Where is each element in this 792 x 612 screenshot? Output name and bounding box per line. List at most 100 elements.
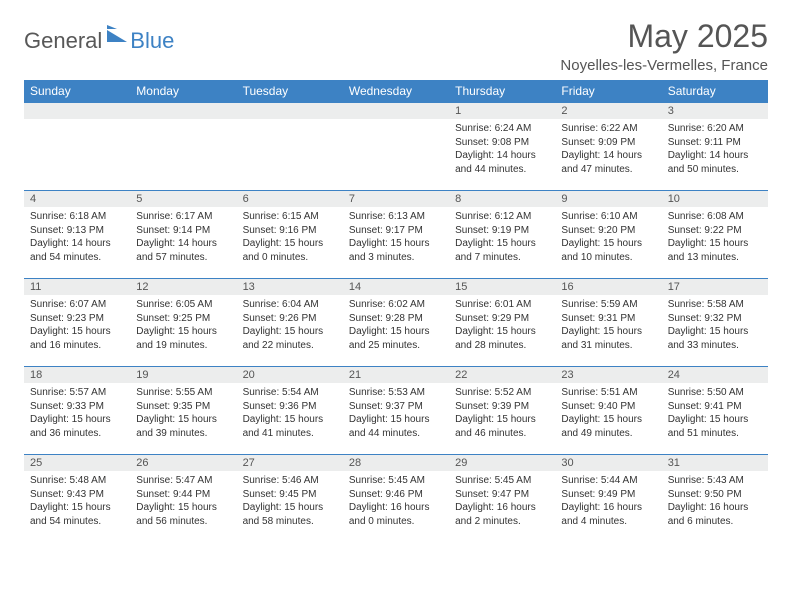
day-info: Sunrise: 6:24 AMSunset: 9:08 PMDaylight:… <box>449 119 555 180</box>
calendar-day-cell: 26Sunrise: 5:47 AMSunset: 9:44 PMDayligh… <box>130 454 236 542</box>
day-info: Sunrise: 6:10 AMSunset: 9:20 PMDaylight:… <box>555 207 661 268</box>
title-block: May 2025 Noyelles-les-Vermelles, France <box>560 18 768 74</box>
day-number: 27 <box>237 454 343 471</box>
calendar-day-cell: 23Sunrise: 5:51 AMSunset: 9:40 PMDayligh… <box>555 366 661 454</box>
calendar-day-cell: 5Sunrise: 6:17 AMSunset: 9:14 PMDaylight… <box>130 190 236 278</box>
day-number: 7 <box>343 190 449 207</box>
calendar-day-cell: 21Sunrise: 5:53 AMSunset: 9:37 PMDayligh… <box>343 366 449 454</box>
day-info: Sunrise: 6:12 AMSunset: 9:19 PMDaylight:… <box>449 207 555 268</box>
logo-flag-icon <box>106 25 128 48</box>
month-title: May 2025 <box>560 18 768 55</box>
calendar-day-cell <box>130 102 236 190</box>
day-number: 12 <box>130 278 236 295</box>
day-info: Sunrise: 5:58 AMSunset: 9:32 PMDaylight:… <box>662 295 768 356</box>
day-number: 22 <box>449 366 555 383</box>
day-number: 23 <box>555 366 661 383</box>
calendar-body: 1Sunrise: 6:24 AMSunset: 9:08 PMDaylight… <box>24 102 768 542</box>
day-info: Sunrise: 6:15 AMSunset: 9:16 PMDaylight:… <box>237 207 343 268</box>
day-number: 4 <box>24 190 130 207</box>
day-info: Sunrise: 5:55 AMSunset: 9:35 PMDaylight:… <box>130 383 236 444</box>
day-info: Sunrise: 6:08 AMSunset: 9:22 PMDaylight:… <box>662 207 768 268</box>
day-info: Sunrise: 5:46 AMSunset: 9:45 PMDaylight:… <box>237 471 343 532</box>
calendar-day-cell: 19Sunrise: 5:55 AMSunset: 9:35 PMDayligh… <box>130 366 236 454</box>
day-info: Sunrise: 6:04 AMSunset: 9:26 PMDaylight:… <box>237 295 343 356</box>
calendar-day-cell: 6Sunrise: 6:15 AMSunset: 9:16 PMDaylight… <box>237 190 343 278</box>
day-number: 11 <box>24 278 130 295</box>
weekday-header: Friday <box>555 80 661 102</box>
day-number-empty <box>237 102 343 119</box>
calendar-day-cell: 24Sunrise: 5:50 AMSunset: 9:41 PMDayligh… <box>662 366 768 454</box>
day-number: 2 <box>555 102 661 119</box>
day-number-empty <box>130 102 236 119</box>
calendar-day-cell: 11Sunrise: 6:07 AMSunset: 9:23 PMDayligh… <box>24 278 130 366</box>
calendar-day-cell: 20Sunrise: 5:54 AMSunset: 9:36 PMDayligh… <box>237 366 343 454</box>
day-number: 18 <box>24 366 130 383</box>
day-number: 13 <box>237 278 343 295</box>
day-number: 15 <box>449 278 555 295</box>
day-number: 8 <box>449 190 555 207</box>
day-info: Sunrise: 5:50 AMSunset: 9:41 PMDaylight:… <box>662 383 768 444</box>
day-info: Sunrise: 6:02 AMSunset: 9:28 PMDaylight:… <box>343 295 449 356</box>
calendar-day-cell: 12Sunrise: 6:05 AMSunset: 9:25 PMDayligh… <box>130 278 236 366</box>
calendar-day-cell: 16Sunrise: 5:59 AMSunset: 9:31 PMDayligh… <box>555 278 661 366</box>
day-number: 17 <box>662 278 768 295</box>
calendar-day-cell: 10Sunrise: 6:08 AMSunset: 9:22 PMDayligh… <box>662 190 768 278</box>
calendar-day-cell <box>237 102 343 190</box>
day-number: 24 <box>662 366 768 383</box>
calendar-day-cell: 31Sunrise: 5:43 AMSunset: 9:50 PMDayligh… <box>662 454 768 542</box>
calendar-day-cell: 4Sunrise: 6:18 AMSunset: 9:13 PMDaylight… <box>24 190 130 278</box>
day-info: Sunrise: 5:53 AMSunset: 9:37 PMDaylight:… <box>343 383 449 444</box>
calendar-week-row: 25Sunrise: 5:48 AMSunset: 9:43 PMDayligh… <box>24 454 768 542</box>
day-info: Sunrise: 6:05 AMSunset: 9:25 PMDaylight:… <box>130 295 236 356</box>
day-info: Sunrise: 6:17 AMSunset: 9:14 PMDaylight:… <box>130 207 236 268</box>
day-number: 28 <box>343 454 449 471</box>
day-number-empty <box>24 102 130 119</box>
calendar-day-cell: 30Sunrise: 5:44 AMSunset: 9:49 PMDayligh… <box>555 454 661 542</box>
day-info: Sunrise: 5:54 AMSunset: 9:36 PMDaylight:… <box>237 383 343 444</box>
day-info: Sunrise: 6:22 AMSunset: 9:09 PMDaylight:… <box>555 119 661 180</box>
day-number: 19 <box>130 366 236 383</box>
day-info: Sunrise: 5:51 AMSunset: 9:40 PMDaylight:… <box>555 383 661 444</box>
day-info: Sunrise: 6:01 AMSunset: 9:29 PMDaylight:… <box>449 295 555 356</box>
day-info: Sunrise: 6:18 AMSunset: 9:13 PMDaylight:… <box>24 207 130 268</box>
day-number: 20 <box>237 366 343 383</box>
day-number: 10 <box>662 190 768 207</box>
day-number: 14 <box>343 278 449 295</box>
day-number: 21 <box>343 366 449 383</box>
calendar-day-cell: 15Sunrise: 6:01 AMSunset: 9:29 PMDayligh… <box>449 278 555 366</box>
day-number: 30 <box>555 454 661 471</box>
calendar-week-row: 1Sunrise: 6:24 AMSunset: 9:08 PMDaylight… <box>24 102 768 190</box>
calendar-day-cell: 17Sunrise: 5:58 AMSunset: 9:32 PMDayligh… <box>662 278 768 366</box>
day-info: Sunrise: 6:13 AMSunset: 9:17 PMDaylight:… <box>343 207 449 268</box>
calendar-table: SundayMondayTuesdayWednesdayThursdayFrid… <box>24 80 768 542</box>
weekday-header: Monday <box>130 80 236 102</box>
logo: General Blue <box>24 18 174 54</box>
day-info: Sunrise: 5:43 AMSunset: 9:50 PMDaylight:… <box>662 471 768 532</box>
calendar-day-cell: 3Sunrise: 6:20 AMSunset: 9:11 PMDaylight… <box>662 102 768 190</box>
header: General Blue May 2025 Noyelles-les-Verme… <box>24 18 768 74</box>
calendar-week-row: 11Sunrise: 6:07 AMSunset: 9:23 PMDayligh… <box>24 278 768 366</box>
day-number-empty <box>343 102 449 119</box>
day-number: 1 <box>449 102 555 119</box>
weekday-header: Tuesday <box>237 80 343 102</box>
day-number: 6 <box>237 190 343 207</box>
day-info: Sunrise: 5:45 AMSunset: 9:46 PMDaylight:… <box>343 471 449 532</box>
day-number: 3 <box>662 102 768 119</box>
day-info: Sunrise: 5:44 AMSunset: 9:49 PMDaylight:… <box>555 471 661 532</box>
weekday-header: Saturday <box>662 80 768 102</box>
calendar-day-cell <box>24 102 130 190</box>
calendar-day-cell: 25Sunrise: 5:48 AMSunset: 9:43 PMDayligh… <box>24 454 130 542</box>
day-number: 16 <box>555 278 661 295</box>
weekday-header: Sunday <box>24 80 130 102</box>
calendar-day-cell: 8Sunrise: 6:12 AMSunset: 9:19 PMDaylight… <box>449 190 555 278</box>
calendar-week-row: 4Sunrise: 6:18 AMSunset: 9:13 PMDaylight… <box>24 190 768 278</box>
calendar-day-cell: 9Sunrise: 6:10 AMSunset: 9:20 PMDaylight… <box>555 190 661 278</box>
day-number: 25 <box>24 454 130 471</box>
day-info: Sunrise: 5:57 AMSunset: 9:33 PMDaylight:… <box>24 383 130 444</box>
calendar-day-cell <box>343 102 449 190</box>
calendar-day-cell: 29Sunrise: 5:45 AMSunset: 9:47 PMDayligh… <box>449 454 555 542</box>
day-info: Sunrise: 5:59 AMSunset: 9:31 PMDaylight:… <box>555 295 661 356</box>
calendar-day-cell: 18Sunrise: 5:57 AMSunset: 9:33 PMDayligh… <box>24 366 130 454</box>
day-info: Sunrise: 5:47 AMSunset: 9:44 PMDaylight:… <box>130 471 236 532</box>
day-info: Sunrise: 5:48 AMSunset: 9:43 PMDaylight:… <box>24 471 130 532</box>
